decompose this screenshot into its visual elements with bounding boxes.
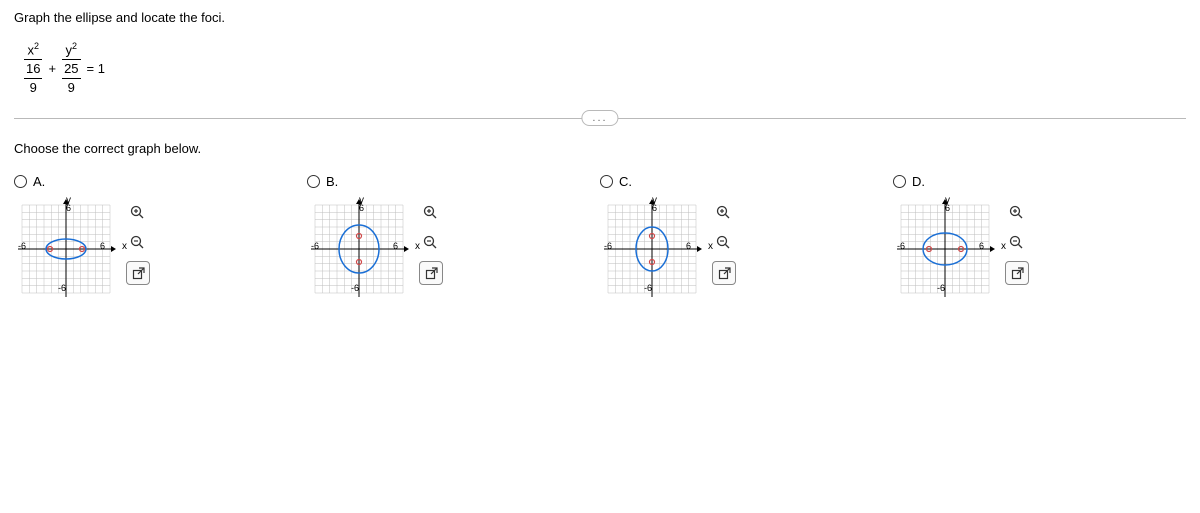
zoom-out-icon[interactable]: [126, 231, 148, 253]
tick-label: 6: [66, 203, 71, 213]
tick-label: 6: [359, 203, 364, 213]
graph-b: y x 6 6 -6 -6: [307, 197, 411, 301]
axis-label-x: x: [1001, 241, 1006, 252]
option-label-a: A.: [33, 174, 45, 189]
graph-d: y x 6 6 -6 -6: [893, 197, 997, 301]
axis-label-x: x: [708, 241, 713, 252]
tick-label: 6: [100, 241, 105, 251]
tick-label: -6: [58, 283, 66, 293]
zoom-in-icon[interactable]: [419, 201, 441, 223]
tick-label: 6: [652, 203, 657, 213]
popout-icon[interactable]: [126, 261, 150, 285]
popout-icon[interactable]: [1005, 261, 1029, 285]
tick-label: -6: [897, 241, 905, 251]
axis-label-x: x: [415, 241, 420, 252]
option-a: A. y x 6 6 -6 -6: [14, 174, 307, 301]
equation-equals: = 1: [87, 61, 105, 76]
tick-label: -6: [351, 283, 359, 293]
option-label-b: B.: [326, 174, 338, 189]
graph-c: y x 6 6 -6 -6: [600, 197, 704, 301]
tick-label: 6: [945, 203, 950, 213]
popout-icon[interactable]: [712, 261, 736, 285]
zoom-out-icon[interactable]: [419, 231, 441, 253]
tick-label: -6: [644, 283, 652, 293]
zoom-in-icon[interactable]: [712, 201, 734, 223]
zoom-in-icon[interactable]: [126, 201, 148, 223]
equation-plus: +: [48, 61, 56, 76]
tick-label: 6: [393, 241, 398, 251]
tick-label: -6: [604, 241, 612, 251]
tick-label: -6: [311, 241, 319, 251]
option-label-d: D.: [912, 174, 925, 189]
tick-label: 6: [686, 241, 691, 251]
option-label-c: C.: [619, 174, 632, 189]
radio-b[interactable]: [307, 175, 320, 188]
radio-a[interactable]: [14, 175, 27, 188]
zoom-out-icon[interactable]: [712, 231, 734, 253]
instruction-text: Graph the ellipse and locate the foci.: [14, 10, 1186, 25]
zoom-in-icon[interactable]: [1005, 201, 1027, 223]
option-c: C. y x 6 6 -6 -6: [600, 174, 893, 301]
tick-label: -6: [937, 283, 945, 293]
zoom-out-icon[interactable]: [1005, 231, 1027, 253]
axis-label-x: x: [122, 241, 127, 252]
options-row: A. y x 6 6 -6 -6 B.: [14, 174, 1186, 301]
option-b: B. y x 6 6 -6 -6: [307, 174, 600, 301]
radio-c[interactable]: [600, 175, 613, 188]
choose-prompt: Choose the correct graph below.: [14, 141, 1186, 156]
radio-d[interactable]: [893, 175, 906, 188]
equation-term1: x2 16 9: [24, 41, 42, 95]
option-d: D. y x 6 6 -6 -6: [893, 174, 1186, 301]
tick-label: -6: [18, 241, 26, 251]
popout-icon[interactable]: [419, 261, 443, 285]
equation-term2: y2 25 9: [62, 41, 80, 95]
section-divider: ...: [14, 109, 1186, 127]
expand-dots[interactable]: ...: [581, 110, 618, 126]
tick-label: 6: [979, 241, 984, 251]
equation: x2 16 9 + y2 25 9 = 1: [14, 35, 1186, 109]
graph-a: y x 6 6 -6 -6: [14, 197, 118, 301]
